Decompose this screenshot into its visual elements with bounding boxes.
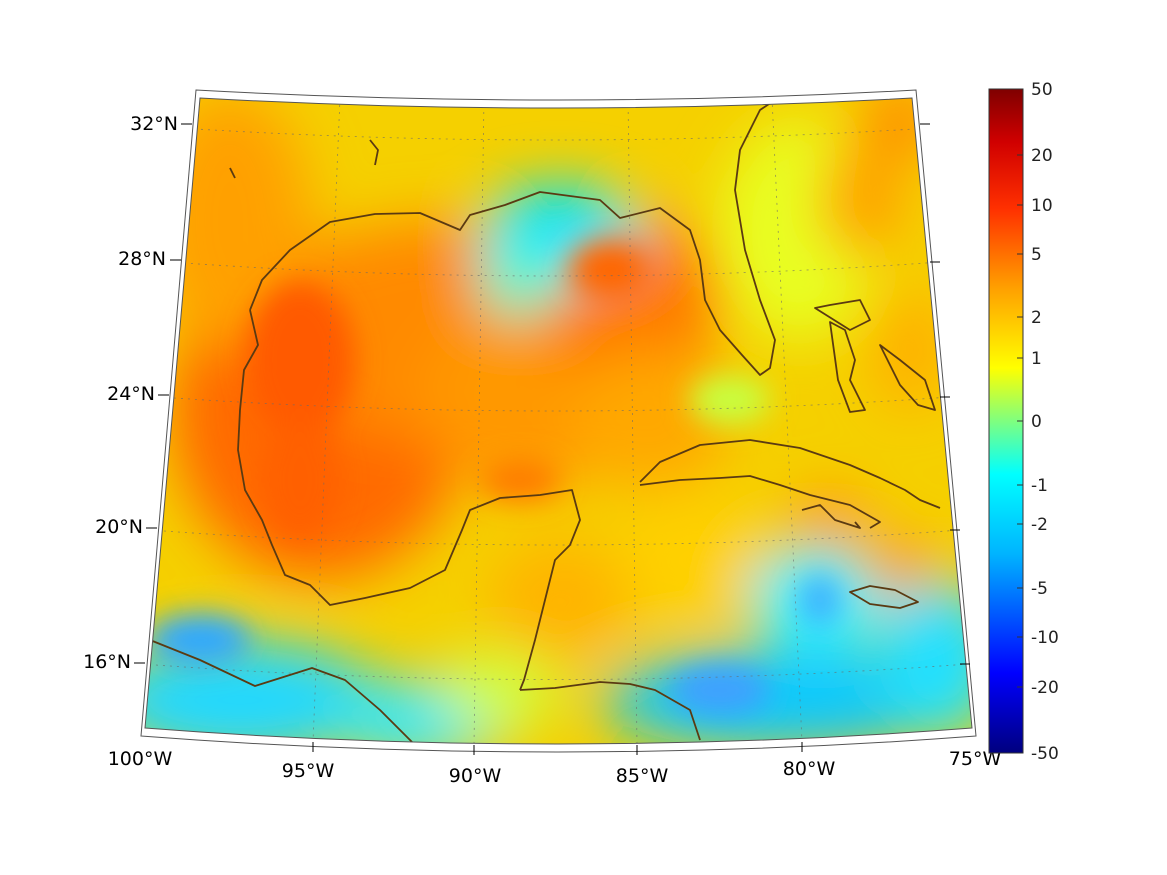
map-frame xyxy=(144,97,973,745)
lon-axis: 100°W 95°W 90°W 85°W 80°W 75°W xyxy=(108,742,1002,787)
colorbar-tick-label: 20 xyxy=(1031,146,1053,166)
lat-tick-label: 24°N xyxy=(107,383,155,405)
colorbar-tick-label: -50 xyxy=(1031,744,1059,764)
lat-tick-label: 32°N xyxy=(130,113,178,135)
coastlines xyxy=(149,99,941,743)
lat-tick-label: 20°N xyxy=(95,516,143,538)
colorbar-tick-label: -10 xyxy=(1031,628,1059,648)
lat-tick-label: 16°N xyxy=(83,651,131,673)
colorbar-tick-label: 1 xyxy=(1031,349,1042,369)
lon-tick-label: 75°W xyxy=(949,748,1002,770)
lon-tick-label: 95°W xyxy=(282,760,335,782)
colorbar-tick-label: 10 xyxy=(1031,196,1053,216)
colorbar-tick-label: 0 xyxy=(1031,412,1042,432)
lat-tick-label: 28°N xyxy=(118,248,166,270)
colorbar-tick-label: -5 xyxy=(1031,579,1048,599)
map-panel xyxy=(140,89,977,753)
lat-axis: 32°N 28°N 24°N 20°N 16°N xyxy=(83,113,970,673)
colorbar-tick-label: 2 xyxy=(1031,308,1042,328)
graticule xyxy=(145,98,969,744)
lon-tick-label: 85°W xyxy=(616,765,669,787)
colorbar-tick-label: -2 xyxy=(1031,515,1048,535)
colorbar-tick-label: 5 xyxy=(1031,245,1042,265)
map-frame-outer xyxy=(140,89,977,753)
colorbar-tick-label: -20 xyxy=(1031,678,1059,698)
lon-tick-label: 90°W xyxy=(449,765,502,787)
lon-tick-label: 100°W xyxy=(108,748,173,770)
colorbar-tick-label: -1 xyxy=(1031,476,1048,496)
lon-tick-label: 80°W xyxy=(783,758,836,780)
colorbar-tick-label: 50 xyxy=(1031,80,1053,100)
data-field xyxy=(145,98,972,744)
